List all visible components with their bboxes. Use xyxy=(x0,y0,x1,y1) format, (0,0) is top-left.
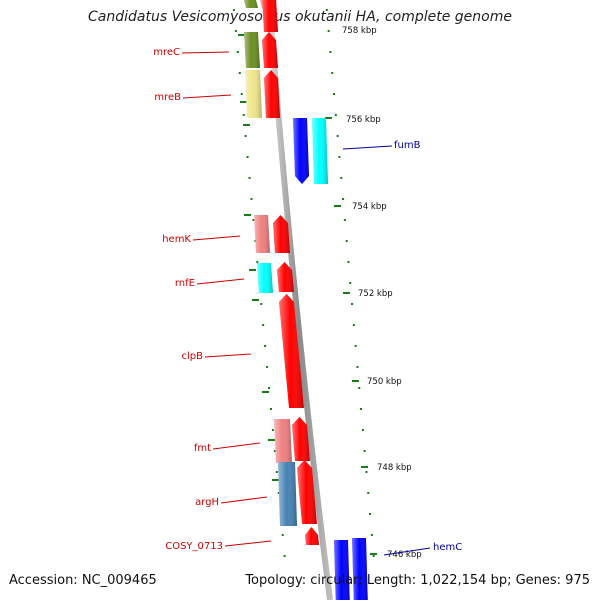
gene-label-fumb: fumB xyxy=(394,140,421,151)
gene-arrow-argh xyxy=(297,460,317,524)
gene-labels: mreC mreB fumB hemK rnfE clpB fmt argH COSY_0713… xyxy=(153,47,462,556)
leader-line-rnfe xyxy=(196,278,245,285)
ruler-label-752-kbp: 752 kbp xyxy=(358,289,393,299)
gene-block-hemk xyxy=(254,215,270,253)
gene-arrow-clpb xyxy=(279,294,304,408)
gene-arrow-mrec xyxy=(262,32,278,68)
gene-arrow-rnfe xyxy=(277,262,294,292)
gene-label-hemc: hemC xyxy=(433,542,462,553)
position-ruler: 758 kbp 756 kbp 754 kbp 752 kbp 750 kbp 748 k… xyxy=(342,26,422,560)
ruler-label-746-kbp: 746 kbp xyxy=(387,550,422,560)
ruler-label-758-kbp: 758 kbp xyxy=(342,26,377,36)
ruler-label-748-kbp: 748 kbp xyxy=(377,463,412,473)
gene-label-clpb: clpB xyxy=(182,351,204,362)
gene-arrow-cosy-0713 xyxy=(305,527,319,545)
outer-ruler-dots xyxy=(325,9,377,557)
inner-ruler-dots xyxy=(232,9,286,557)
gene-block-rnfe xyxy=(257,263,273,293)
gene-block-olive-top xyxy=(244,0,258,8)
leader-line-fumb xyxy=(342,145,393,150)
gene-arrow-mreb xyxy=(264,70,280,118)
gene-features xyxy=(244,0,368,600)
leader-line-hemk xyxy=(192,235,241,241)
ruler-label-750-kbp: 750 kbp xyxy=(367,377,402,387)
leader-line-mreb xyxy=(182,94,232,99)
leader-line-cosy-0713 xyxy=(224,540,272,547)
ruler-label-756-kbp: 756 kbp xyxy=(346,115,381,125)
gene-block-argh xyxy=(278,462,297,526)
leader-line-clpb xyxy=(204,353,252,358)
leader-line-fmt xyxy=(212,442,261,450)
accession-text: Accession: NC_009465 xyxy=(9,573,157,588)
gene-block-mrec xyxy=(244,32,260,68)
gene-block-fumb xyxy=(312,118,328,184)
gene-arrow-fmt xyxy=(292,417,310,461)
gene-label-fmt: fmt xyxy=(194,443,211,454)
gene-block-fmt xyxy=(274,419,292,463)
gene-block-hemc-1 xyxy=(334,540,350,600)
gene-block-hemc-2 xyxy=(352,538,368,600)
gene-arrow-fumb xyxy=(293,118,309,184)
gene-label-rnfe: rnfE xyxy=(175,278,195,289)
figure-title: Candidatus Vesicomyosocius okutanii HA, … xyxy=(88,9,512,25)
leader-line-mrec xyxy=(181,51,230,54)
ruler-label-754-kbp: 754 kbp xyxy=(352,202,387,212)
leader-line-argh xyxy=(220,496,268,504)
gene-arrow-top xyxy=(262,0,278,32)
gene-label-cosy-0713: COSY_0713 xyxy=(165,541,223,552)
leader-line-hemc xyxy=(383,547,431,556)
gene-block-mreb xyxy=(245,70,262,118)
gene-arrow-hemk xyxy=(273,215,290,253)
gene-label-hemk: hemK xyxy=(162,234,191,245)
topology-text: Topology: circular; Length: 1,022,154 bp… xyxy=(245,573,590,588)
gene-label-mreb: mreB xyxy=(154,92,181,103)
gene-label-mrec: mreC xyxy=(153,47,180,58)
gene-label-argh: argH xyxy=(195,497,219,508)
